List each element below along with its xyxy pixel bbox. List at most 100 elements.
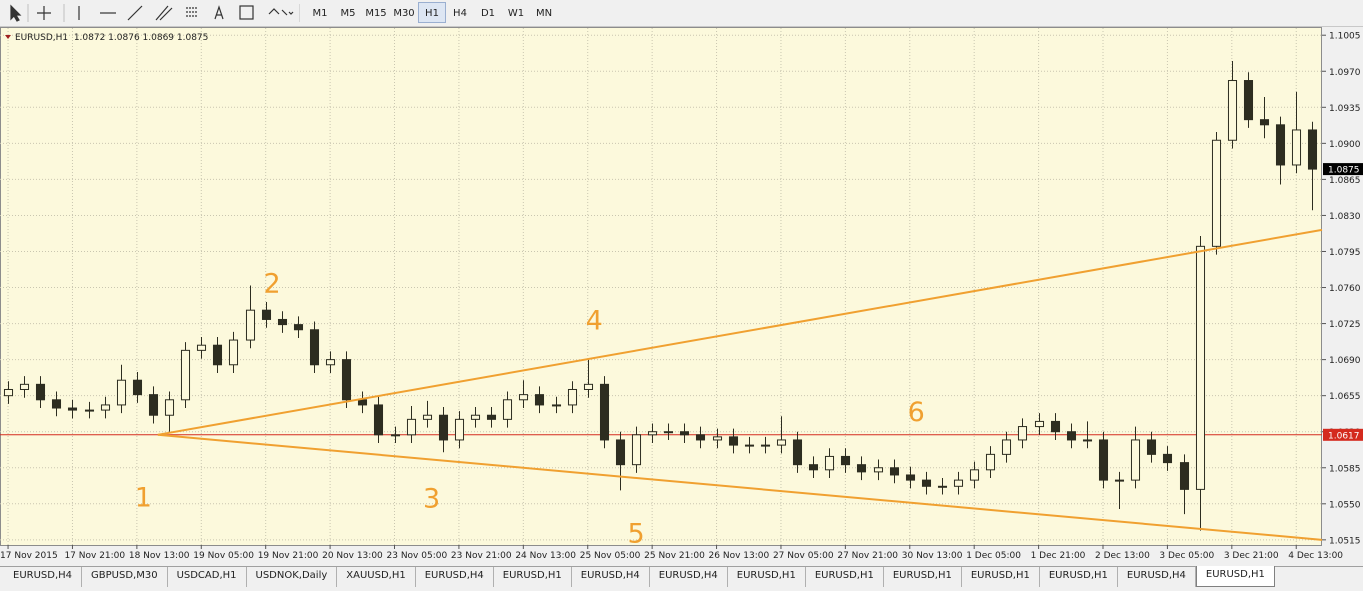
chart-tab[interactable]: EURUSD,H4 bbox=[4, 567, 83, 587]
y-tick-label: 1.0655 bbox=[1329, 392, 1361, 402]
candle-body bbox=[792, 439, 803, 466]
chart-tab[interactable]: GBPUSD,M30 bbox=[82, 567, 168, 587]
x-tick-label: 27 Nov 05:00 bbox=[773, 551, 834, 561]
y-tick-label: 1.0900 bbox=[1329, 140, 1361, 150]
candle-body bbox=[840, 455, 851, 466]
fibo-icon[interactable] bbox=[186, 7, 198, 17]
candle-body bbox=[1050, 420, 1061, 433]
candle-body bbox=[212, 344, 223, 366]
candle-body bbox=[953, 479, 964, 487]
chart-tab[interactable]: EURUSD,H1 bbox=[884, 567, 962, 587]
chart-tab[interactable]: USDNOK,Daily bbox=[247, 567, 338, 587]
x-tick-label: 19 Nov 21:00 bbox=[258, 551, 319, 561]
candle-body bbox=[406, 418, 417, 436]
candle-body bbox=[551, 404, 562, 407]
header-arrow bbox=[5, 35, 11, 39]
candle-body bbox=[373, 404, 384, 436]
timeframes: M1 M5 M15 M30 H1 H4 D1 W1 MN bbox=[306, 2, 558, 23]
candle-body bbox=[808, 464, 819, 471]
timeframe-button[interactable]: M30 bbox=[393, 8, 415, 19]
candle-body bbox=[309, 329, 320, 366]
x-tick-label: 4 Dec 13:00 bbox=[1288, 551, 1343, 561]
candle-body bbox=[1195, 245, 1206, 490]
timeframe-button[interactable]: H1 bbox=[418, 2, 446, 23]
candle-body bbox=[679, 431, 690, 436]
x-tick-label: 24 Nov 13:00 bbox=[515, 551, 576, 561]
candle-body bbox=[889, 467, 900, 476]
timeframe-button[interactable]: H4 bbox=[453, 8, 467, 19]
candle-body bbox=[1098, 439, 1109, 481]
chart-tab[interactable]: XAUUSD,H1 bbox=[337, 567, 416, 587]
timeframe-button[interactable]: MN bbox=[535, 8, 553, 19]
chart-tab[interactable]: EURUSD,H4 bbox=[416, 567, 494, 587]
x-tick-label: 25 Nov 21:00 bbox=[644, 551, 705, 561]
y-tick-label: 1.0795 bbox=[1329, 248, 1361, 258]
timeframe-button[interactable]: M1 bbox=[312, 8, 328, 19]
candle-body bbox=[856, 464, 867, 473]
cursor-icon[interactable] bbox=[10, 4, 22, 22]
candle-body bbox=[180, 349, 191, 401]
chart-tab[interactable]: EURUSD,H1 bbox=[962, 567, 1040, 587]
x-tick-label: 1 Dec 21:00 bbox=[1031, 551, 1086, 561]
annotation: 4 bbox=[586, 305, 603, 336]
candle-body bbox=[712, 436, 723, 441]
x-tick-label: 26 Nov 13:00 bbox=[709, 551, 770, 561]
candle-body bbox=[1227, 80, 1238, 141]
y-tick-label: 1.0760 bbox=[1329, 284, 1361, 294]
timeframe-button[interactable]: M15 bbox=[365, 8, 387, 19]
chart-tab[interactable]: EURUSD,H1 bbox=[1195, 566, 1275, 587]
x-tick-label: 17 Nov 21:00 bbox=[64, 551, 125, 561]
candle-body bbox=[325, 359, 336, 366]
candle-body bbox=[245, 309, 256, 341]
candle-body bbox=[1211, 139, 1222, 247]
hline-price-label: 1.0617 bbox=[1323, 428, 1363, 441]
candle-body bbox=[341, 359, 352, 401]
price-box bbox=[1323, 428, 1363, 441]
x-tick-label: 17 Nov 2015 bbox=[0, 551, 58, 561]
y-tick-label: 1.0865 bbox=[1329, 176, 1361, 186]
candle-body bbox=[1275, 124, 1286, 166]
x-tick-label: 23 Nov 21:00 bbox=[451, 551, 512, 561]
timeframe-button[interactable]: D1 bbox=[480, 8, 496, 19]
chart-tab[interactable]: EURUSD,H4 bbox=[1118, 567, 1196, 587]
candle-body bbox=[35, 383, 46, 401]
candle-body bbox=[148, 394, 159, 416]
arrows-icon[interactable] bbox=[268, 8, 294, 16]
text-icon[interactable] bbox=[214, 5, 224, 20]
chart-tab[interactable]: EURUSD,H1 bbox=[494, 567, 572, 587]
chart-tab[interactable]: EURUSD,H1 bbox=[806, 567, 884, 587]
annotation: 3 bbox=[423, 484, 440, 515]
candle-body bbox=[277, 318, 288, 326]
crosshair-icon[interactable] bbox=[37, 6, 51, 20]
candle-body bbox=[873, 467, 884, 473]
chart-tab[interactable]: USDCAD,H1 bbox=[168, 567, 247, 587]
channel-icon[interactable] bbox=[155, 5, 173, 21]
chart-header: EURUSD,H1 1.0872 1.0876 1.0869 1.0875 bbox=[15, 33, 208, 43]
candle-body bbox=[454, 418, 465, 441]
timeframe-button[interactable]: W1 bbox=[507, 8, 525, 19]
y-tick-label: 1.0830 bbox=[1329, 212, 1361, 222]
x-tick-label: 30 Nov 13:00 bbox=[902, 551, 963, 561]
candle-body bbox=[583, 383, 594, 390]
chart-tab[interactable]: EURUSD,H4 bbox=[650, 567, 728, 587]
candle-body bbox=[196, 344, 207, 351]
chart-tab[interactable]: EURUSD,H1 bbox=[728, 567, 806, 587]
trendline bbox=[157, 433, 1323, 541]
candle-body bbox=[599, 383, 610, 441]
chart: 1.1005 1.0970 1.0935 1.0900 1.0865 1.0830 1.07… bbox=[0, 27, 1363, 566]
chart-tab[interactable]: EURUSD,H4 bbox=[572, 567, 650, 587]
y-tick-label: 1.0515 bbox=[1329, 536, 1361, 546]
candle-body bbox=[164, 399, 175, 416]
candle-body bbox=[19, 383, 30, 390]
label-icon[interactable] bbox=[239, 5, 254, 20]
x-tick-label: 20 Nov 13:00 bbox=[322, 551, 383, 561]
timeframe-button[interactable]: M5 bbox=[340, 8, 356, 19]
candle-body bbox=[486, 414, 497, 420]
candle-body bbox=[1291, 129, 1302, 166]
chart-tab[interactable]: EURUSD,H1 bbox=[1040, 567, 1118, 587]
candle-body bbox=[663, 431, 674, 434]
candle-body bbox=[1243, 80, 1254, 121]
trendline-icon[interactable] bbox=[127, 5, 143, 21]
candle-body bbox=[3, 388, 14, 397]
